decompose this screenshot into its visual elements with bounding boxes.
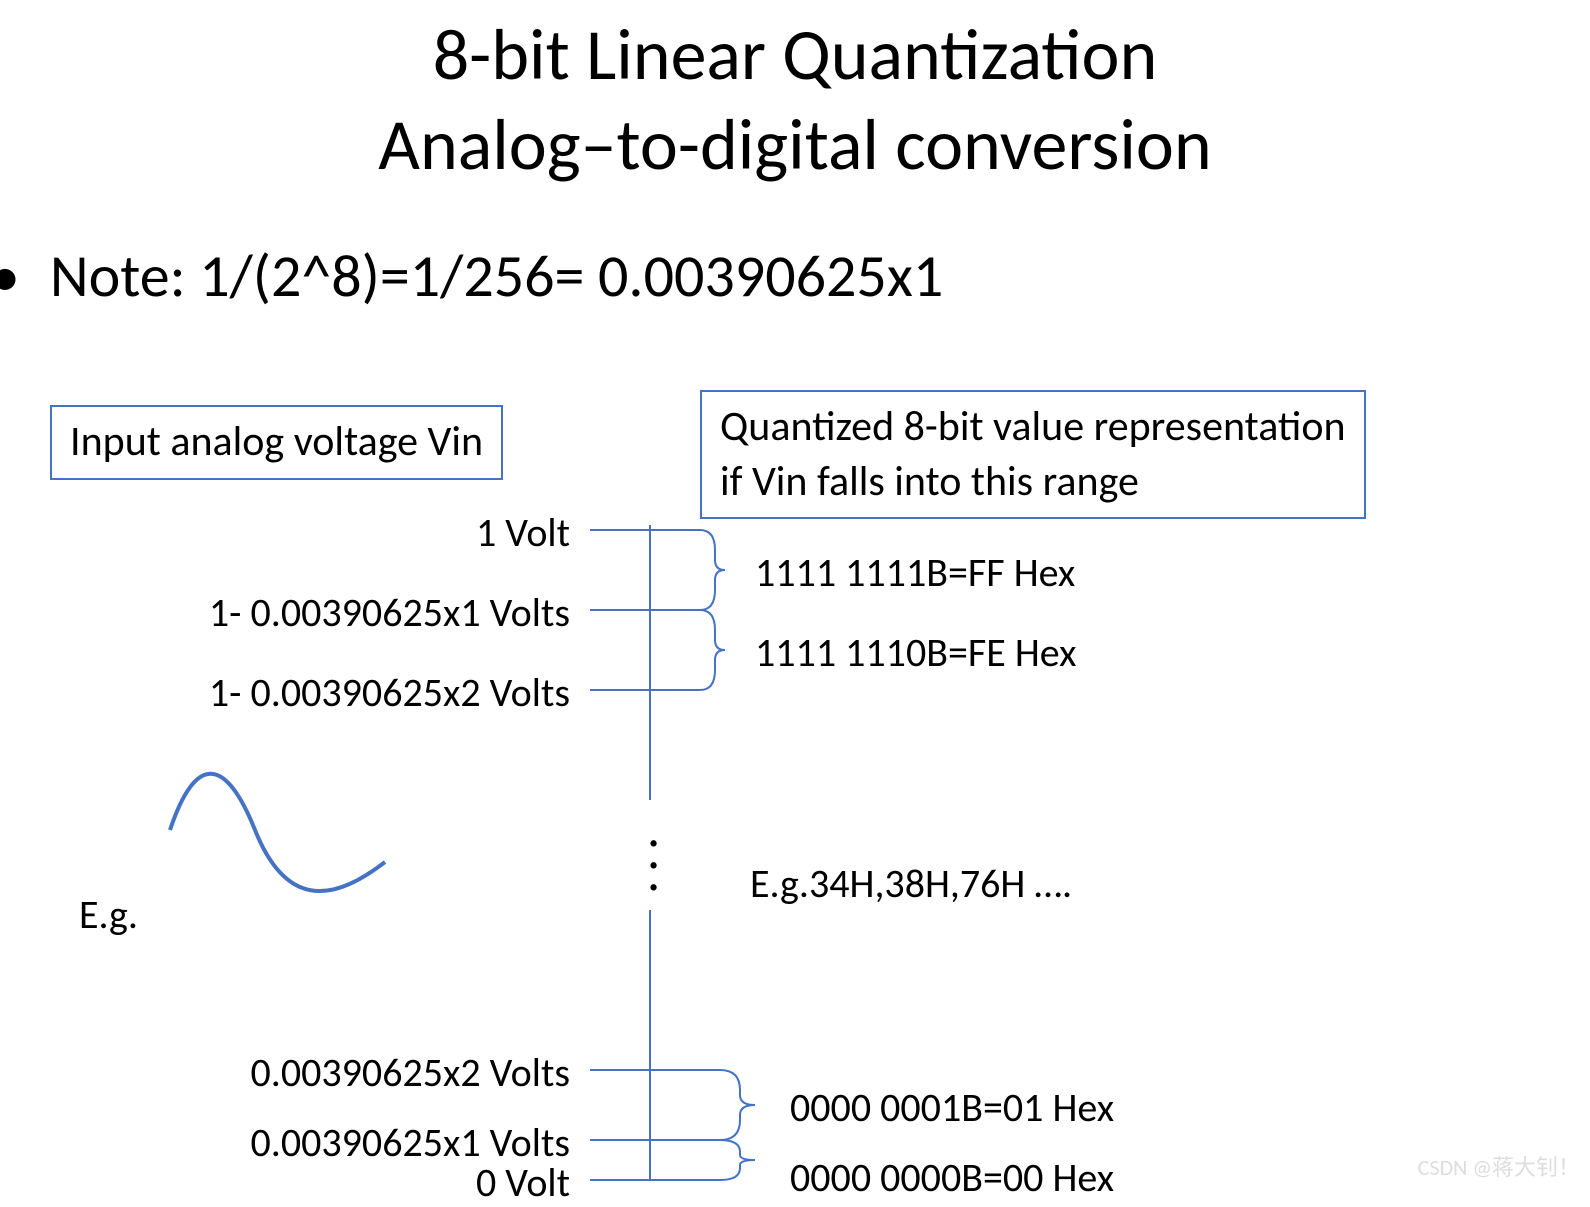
brace-fe	[700, 610, 725, 690]
brace-01	[720, 1070, 755, 1140]
brace-ff	[700, 530, 725, 610]
brace-00	[720, 1140, 755, 1180]
diagram-svg	[0, 10, 1590, 1190]
sine-wave-icon	[170, 774, 385, 891]
